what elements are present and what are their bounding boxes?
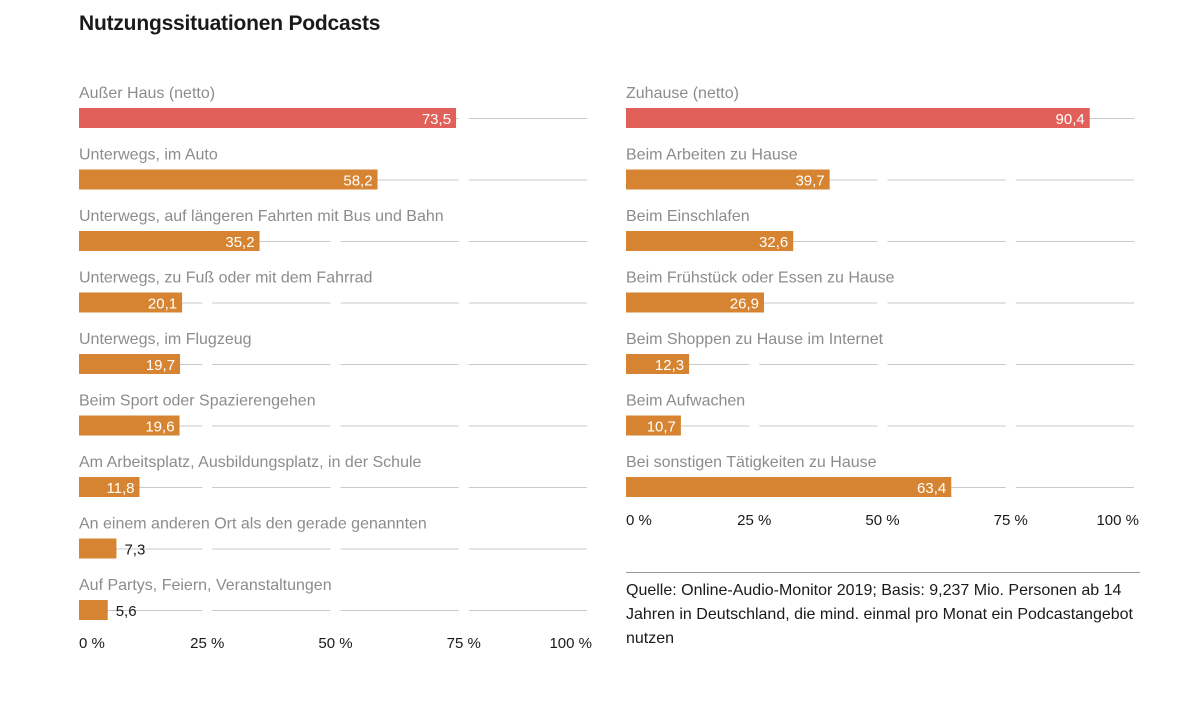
category-label: Auf Partys, Feiern, Veranstaltungen — [79, 577, 332, 594]
bar-highlight — [79, 108, 456, 128]
value-label: 19,6 — [145, 419, 174, 436]
value-label: 73,5 — [422, 111, 451, 128]
category-label: Unterwegs, auf längeren Fahrten mit Bus … — [79, 208, 444, 225]
category-label: Beim Sport oder Spazierengehen — [79, 393, 316, 410]
bar — [79, 539, 116, 559]
bar — [626, 477, 951, 497]
axis-tick-label: 75 % — [994, 512, 1028, 529]
bar-highlight — [626, 108, 1090, 128]
value-label: 10,7 — [647, 419, 676, 436]
category-label: Beim Aufwachen — [626, 393, 745, 410]
bar-chart-ausser-haus: Außer Haus (netto) 73,5 Unterwegs, im Auto… — [70, 0, 610, 670]
value-label: 20,1 — [148, 296, 177, 313]
bar — [79, 170, 378, 190]
category-label: Beim Shoppen zu Hause im Internet — [626, 331, 884, 348]
category-label: Beim Arbeiten zu Hause — [626, 147, 798, 164]
value-label: 19,7 — [146, 357, 175, 374]
category-label: Außer Haus (netto) — [79, 85, 215, 102]
source-note: Quelle: Online-Audio-Monitor 2019; Basis… — [626, 572, 1140, 651]
bar — [79, 600, 108, 620]
value-label: 63,4 — [917, 480, 946, 497]
category-label: Unterwegs, zu Fuß oder mit dem Fahrrad — [79, 270, 372, 287]
axis-tick-label: 25 % — [190, 635, 224, 652]
axis-tick-label: 50 % — [865, 512, 899, 529]
value-label: 12,3 — [655, 357, 684, 374]
category-label: Unterwegs, im Flugzeug — [79, 331, 252, 348]
axis-tick-label: 25 % — [737, 512, 771, 529]
value-label: 32,6 — [759, 234, 788, 251]
value-label: 7,3 — [124, 542, 145, 559]
value-label: 58,2 — [343, 173, 372, 190]
value-label: 26,9 — [730, 296, 759, 313]
axis-tick-label: 0 % — [626, 512, 652, 529]
category-label: Am Arbeitsplatz, Ausbildungsplatz, in de… — [79, 454, 422, 471]
axis-tick-label: 0 % — [79, 635, 105, 652]
chart-panel-ausser-haus: Außer Haus (netto) 73,5 Unterwegs, im Auto… — [70, 0, 610, 670]
chart-panel-zuhause: Zuhause (netto) 90,4 Beim Arbeiten zu Haus… — [617, 0, 1157, 550]
category-label: Bei sonstigen Tätigkeiten zu Hause — [626, 454, 877, 471]
category-label: Beim Frühstück oder Essen zu Hause — [626, 270, 895, 287]
value-label: 5,6 — [116, 603, 137, 620]
category-label: An einem anderen Ort als den gerade gena… — [79, 516, 427, 533]
value-label: 90,4 — [1056, 111, 1085, 128]
category-label: Beim Einschlafen — [626, 208, 750, 225]
value-label: 35,2 — [225, 234, 254, 251]
bar-chart-zuhause: Zuhause (netto) 90,4 Beim Arbeiten zu Haus… — [617, 0, 1157, 550]
value-label: 39,7 — [795, 173, 824, 190]
category-label: Unterwegs, im Auto — [79, 147, 218, 164]
axis-tick-label: 100 % — [549, 635, 592, 652]
axis-tick-label: 50 % — [318, 635, 352, 652]
category-label: Zuhause (netto) — [626, 85, 739, 102]
axis-tick-label: 75 % — [447, 635, 481, 652]
axis-tick-label: 100 % — [1096, 512, 1139, 529]
value-label: 11,8 — [106, 480, 134, 497]
